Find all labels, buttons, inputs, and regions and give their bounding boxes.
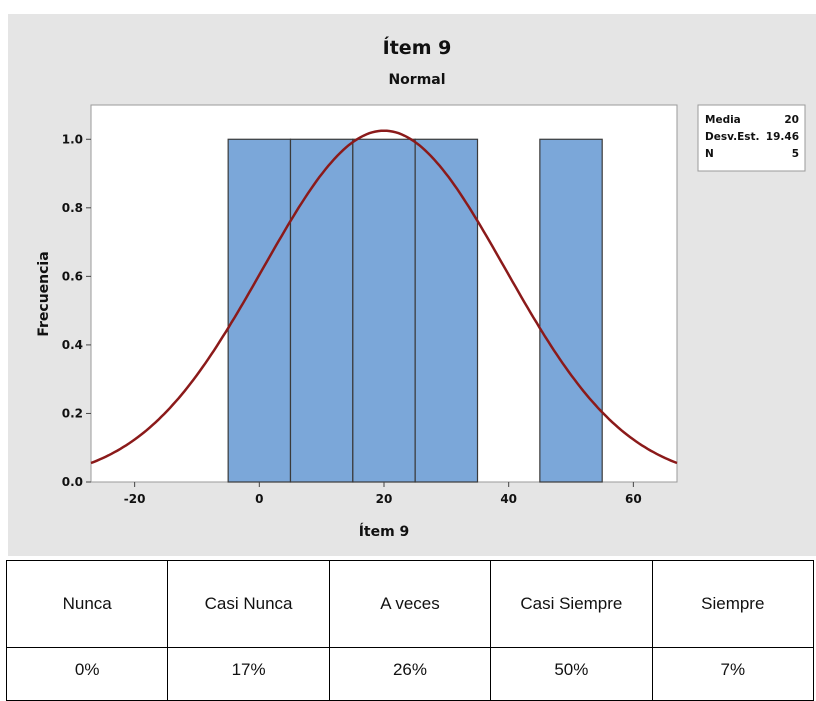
histogram-bar — [352, 138, 416, 483]
table-value-row: 0% 17% 26% 50% 7% — [5, 647, 815, 701]
x-tick-label: -20 — [124, 492, 146, 506]
stats-box-frame — [697, 104, 806, 172]
table-value-cell: 0% — [5, 647, 169, 701]
normal-fit-curve — [90, 129, 678, 465]
x-tick-label: 40 — [500, 492, 517, 506]
y-tick-label: 0.2 — [62, 406, 83, 420]
table-header-cell: Nunca — [5, 560, 169, 648]
stat-label-n: N — [705, 148, 714, 160]
x-tick-label: 0 — [255, 492, 263, 506]
table-header-cell: Casi Siempre — [490, 560, 653, 648]
table-value-cell: 17% — [167, 647, 330, 701]
table-header-cell: Casi Nunca — [167, 560, 330, 648]
x-axis: -20 0 20 40 60 — [124, 482, 642, 506]
x-tick-label: 20 — [376, 492, 393, 506]
y-axis: 0.0 0.2 0.4 0.6 0.8 1.0 — [62, 132, 91, 489]
bars-layer — [227, 138, 603, 483]
table-value-cell: 7% — [651, 647, 815, 701]
chart-title: Ítem 9 — [383, 36, 452, 59]
histogram-chart: Ítem 9 Normal -20 0 20 40 60 0.0 0.2 0.4 0.6 0.8… — [8, 14, 816, 556]
stat-value-n: 5 — [792, 148, 799, 160]
table-header-cell: A veces — [328, 560, 492, 648]
histogram-bar — [414, 138, 479, 483]
stat-label-mean: Media — [705, 114, 741, 126]
y-axis-label: Frecuencia — [36, 251, 52, 336]
y-tick-label: 0.4 — [62, 338, 83, 352]
stat-value-mean: 20 — [784, 114, 799, 126]
histogram-bar — [289, 138, 354, 483]
frequency-table: Nunca Casi Nunca A veces Casi Siempre Si… — [5, 560, 815, 701]
stat-label-stdev: Desv.Est. — [705, 131, 760, 143]
y-tick-label: 0.6 — [62, 269, 83, 283]
chart-svg: Ítem 9 Normal -20 0 20 40 60 0.0 0.2 0.4 0.6 0.8… — [36, 36, 806, 540]
table-value-cell: 26% — [328, 647, 492, 701]
x-tick-label: 60 — [625, 492, 642, 506]
histogram-bar — [539, 138, 603, 483]
table-header-cell: Siempre — [651, 560, 815, 648]
table-value-cell: 50% — [490, 647, 653, 701]
stats-legend-box: Media 20 Desv.Est. 19.46 N 5 — [697, 104, 806, 172]
y-tick-label: 0.0 — [62, 475, 83, 489]
y-tick-label: 1.0 — [62, 132, 83, 146]
table-header-row: Nunca Casi Nunca A veces Casi Siempre Si… — [5, 560, 815, 648]
chart-subtitle: Normal — [388, 72, 445, 88]
stat-value-stdev: 19.46 — [766, 131, 799, 143]
y-tick-label: 0.8 — [62, 201, 83, 215]
x-axis-label: Ítem 9 — [359, 523, 410, 540]
